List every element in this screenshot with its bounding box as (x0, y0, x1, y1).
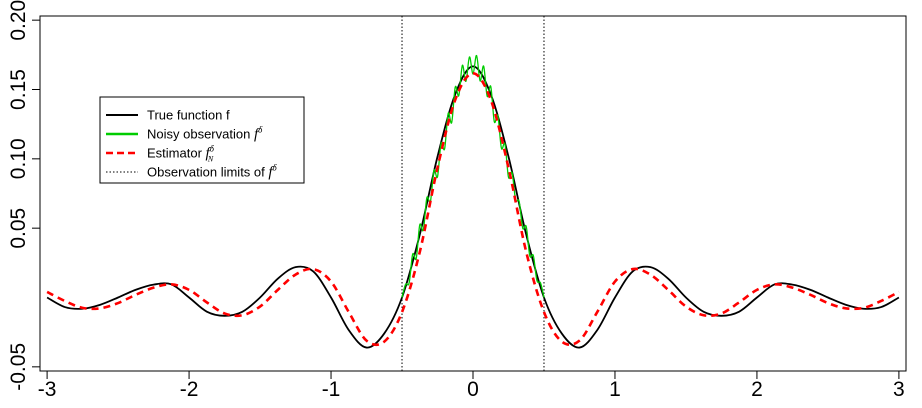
y-tick-label-1: 0.05 (7, 208, 30, 249)
legend-label-1: Noisy observation fδ (147, 125, 263, 143)
y-axis: -0.05 0.05 0.10 0.15 0.20 (7, 0, 40, 391)
x-tick-label-1: -2 (180, 378, 199, 401)
y-tick-label-2: 0.10 (7, 138, 30, 179)
x-tick-label-6: 3 (893, 378, 905, 401)
y-tick-label-0: -0.05 (7, 343, 30, 391)
x-tick-label-0: -3 (38, 378, 57, 401)
legend-box (99, 96, 305, 184)
observation-limit-lines (401, 16, 545, 371)
legend-label-3: Observation limits of fδ (147, 163, 278, 181)
x-tick-label-4: 1 (609, 378, 621, 401)
legend-items: True function f Noisy observation fδEstim… (106, 108, 278, 181)
plot-frame (39, 15, 907, 372)
legend-label-2: Estimator fδ N (147, 144, 215, 164)
series-line-0 (46, 65, 900, 349)
series-line-1 (401, 54, 545, 298)
legend-label-0: True function f (147, 108, 230, 123)
x-tick-label-3: 0 (467, 378, 479, 401)
legend: True function f Noisy observation fδEstim… (99, 96, 305, 184)
series-line-2 (46, 71, 900, 347)
x-tick-label-2: -1 (322, 378, 341, 401)
series-layer (46, 54, 900, 349)
y-tick-label-4: 0.20 (7, 0, 30, 41)
y-tick-label-3: 0.15 (7, 69, 30, 110)
x-axis: -3 -2 -1 0 1 2 3 (38, 371, 905, 401)
x-tick-label-5: 2 (751, 378, 763, 401)
